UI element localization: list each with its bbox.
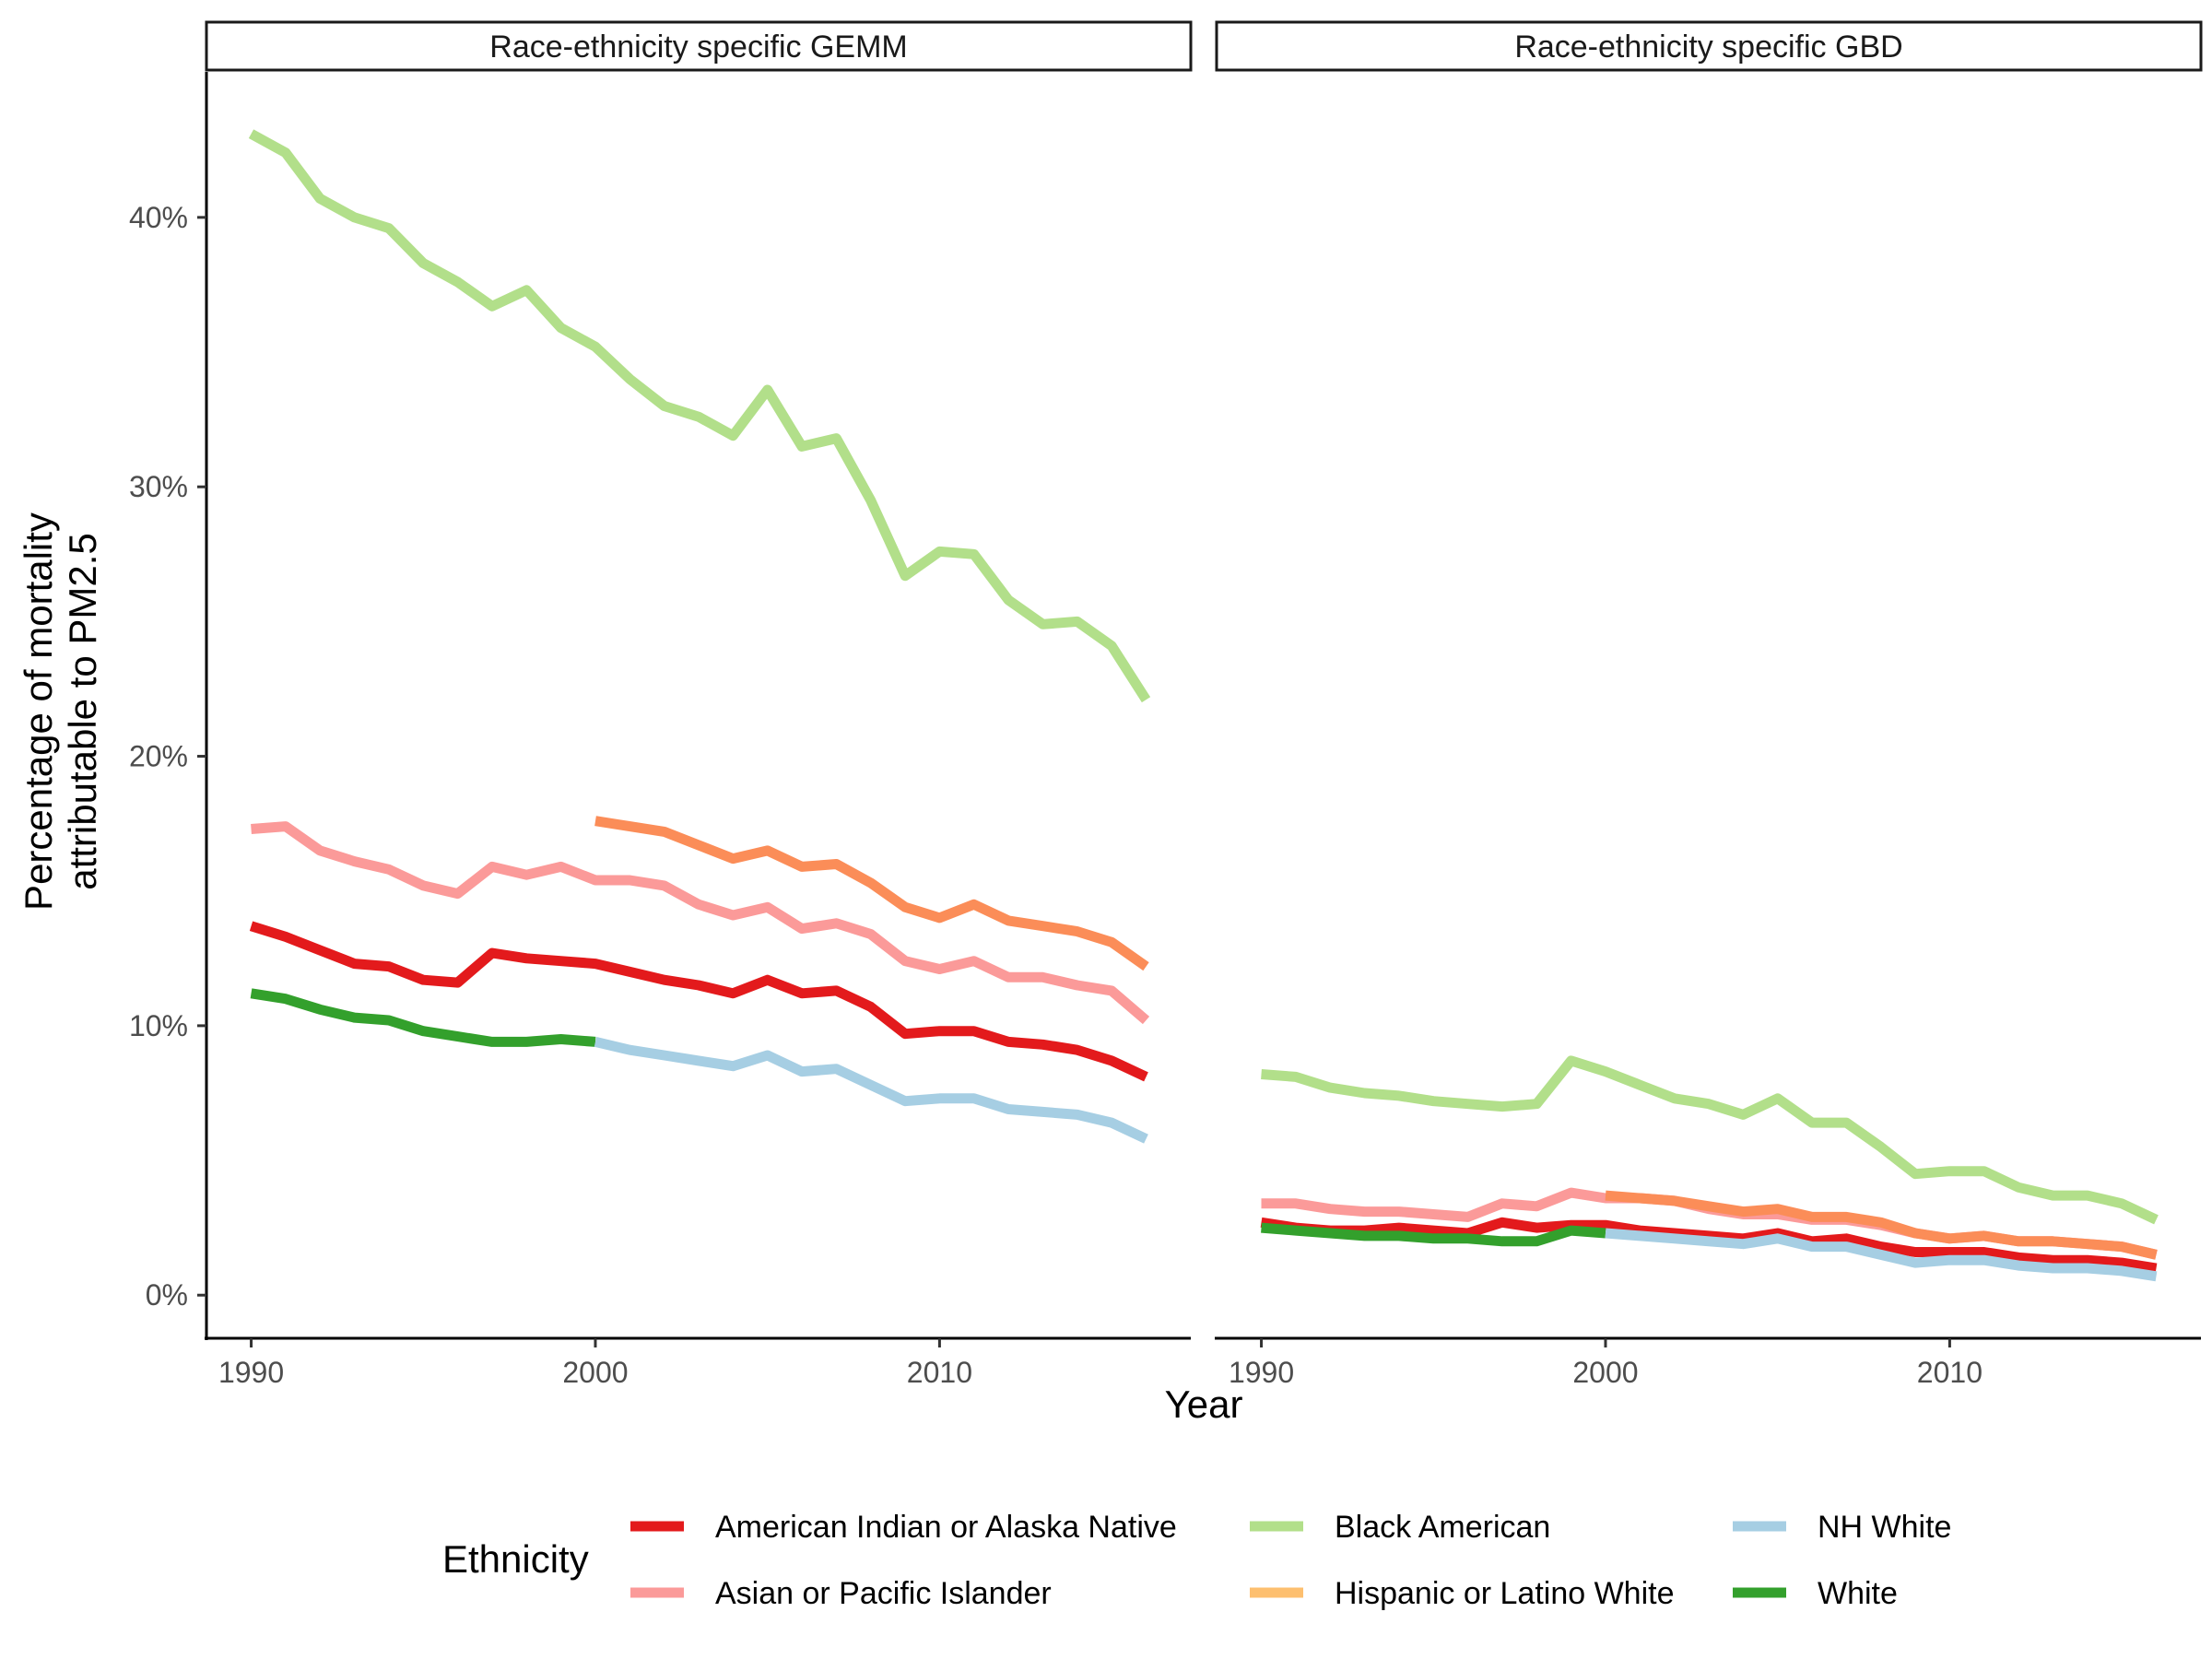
panel-gbd-lines xyxy=(1260,1055,2159,1282)
x-ticks-gbd: 1990 2000 2010 xyxy=(1229,1338,1983,1389)
legend-label-nh-white: NH White xyxy=(1818,1510,1951,1545)
legend-label-black-american: Black American xyxy=(1335,1510,1550,1545)
legend-item-american-indian-or-alaska-native: American Indian or Alaska Native xyxy=(630,1510,1177,1545)
series-line-asian-or-pacific-islander xyxy=(251,821,1150,1025)
series-line-nh-white xyxy=(594,1037,1148,1144)
legend-label-white: White xyxy=(1818,1576,1898,1611)
series-line-american-indian-or-alaska-native xyxy=(249,921,1148,1082)
panel-title-gbd: Race-ethnicity specific GBD xyxy=(1514,29,1902,65)
x-tick-label: 1990 xyxy=(1229,1356,1294,1389)
series-line-black-american xyxy=(1261,1055,2159,1225)
series-line-white xyxy=(1261,1222,1606,1247)
series-line-black-american xyxy=(248,129,1151,703)
panel-title-gemm: Race-ethnicity specific GEMM xyxy=(489,29,907,65)
x-tick-label: 2010 xyxy=(1917,1356,1983,1389)
legend-item-nh-white: NH White xyxy=(1733,1510,1951,1545)
legend-label-american-indian-or-alaska-native: American Indian or Alaska Native xyxy=(715,1510,1177,1545)
y-tick-label: 30% xyxy=(129,470,188,503)
legend-label-asian-or-pacific-islander: Asian or Pacific Islander xyxy=(715,1576,1052,1611)
legend: Ethnicity American Indian or Alaska Nati… xyxy=(442,1510,1951,1611)
x-tick-label: 2000 xyxy=(562,1356,628,1389)
y-tick-label: 0% xyxy=(146,1278,188,1312)
legend-item-black-american: Black American xyxy=(1250,1510,1550,1545)
panel-gemm: Race-ethnicity specific GEMM 1990 2000 201… xyxy=(205,20,1193,1389)
legend-item-hispanic-or-latino-white: Hispanic or Latino White xyxy=(1250,1576,1675,1611)
panel-strip-gemm xyxy=(205,20,1193,72)
series-line-american-indian-or-alaska-native xyxy=(1260,1217,2158,1274)
series-line-hispanic-or-latino-white xyxy=(1605,1190,2158,1260)
series-line-nh-white xyxy=(1605,1228,2158,1282)
y-ticks: 0% 10% 20% 30% 40% xyxy=(129,201,206,1312)
legend-item-asian-or-pacific-islander: Asian or Pacific Islander xyxy=(630,1576,1052,1611)
y-axis-title-line2: attributable to PM2.5 xyxy=(61,533,104,890)
legend-label-hispanic-or-latino-white: Hispanic or Latino White xyxy=(1335,1576,1675,1611)
series-line-hispanic-or-latino-white xyxy=(594,816,1149,971)
legend-item-white: White xyxy=(1733,1576,1898,1611)
y-axis-title-line1: Percentage of mortality xyxy=(17,512,60,911)
x-tick-label: 2010 xyxy=(907,1356,972,1389)
panel-gemm-lines xyxy=(248,129,1151,1144)
x-tick-label: 1990 xyxy=(218,1356,284,1389)
y-tick-label: 20% xyxy=(129,740,188,773)
panel-gbd: Race-ethnicity specific GBD 1990 2000 2010 xyxy=(1215,20,2203,1389)
series-line-white xyxy=(250,988,596,1047)
x-axis-title: Year xyxy=(1165,1382,1243,1426)
x-tick-label: 2000 xyxy=(1572,1356,1638,1389)
y-tick-label: 40% xyxy=(129,201,188,234)
x-ticks-gemm: 1990 2000 2010 xyxy=(218,1338,972,1389)
legend-items: American Indian or Alaska Native Asian or… xyxy=(630,1510,1951,1611)
legend-title: Ethnicity xyxy=(442,1537,589,1581)
y-tick-label: 10% xyxy=(129,1009,188,1042)
panel-strip-gbd xyxy=(1215,20,2203,72)
